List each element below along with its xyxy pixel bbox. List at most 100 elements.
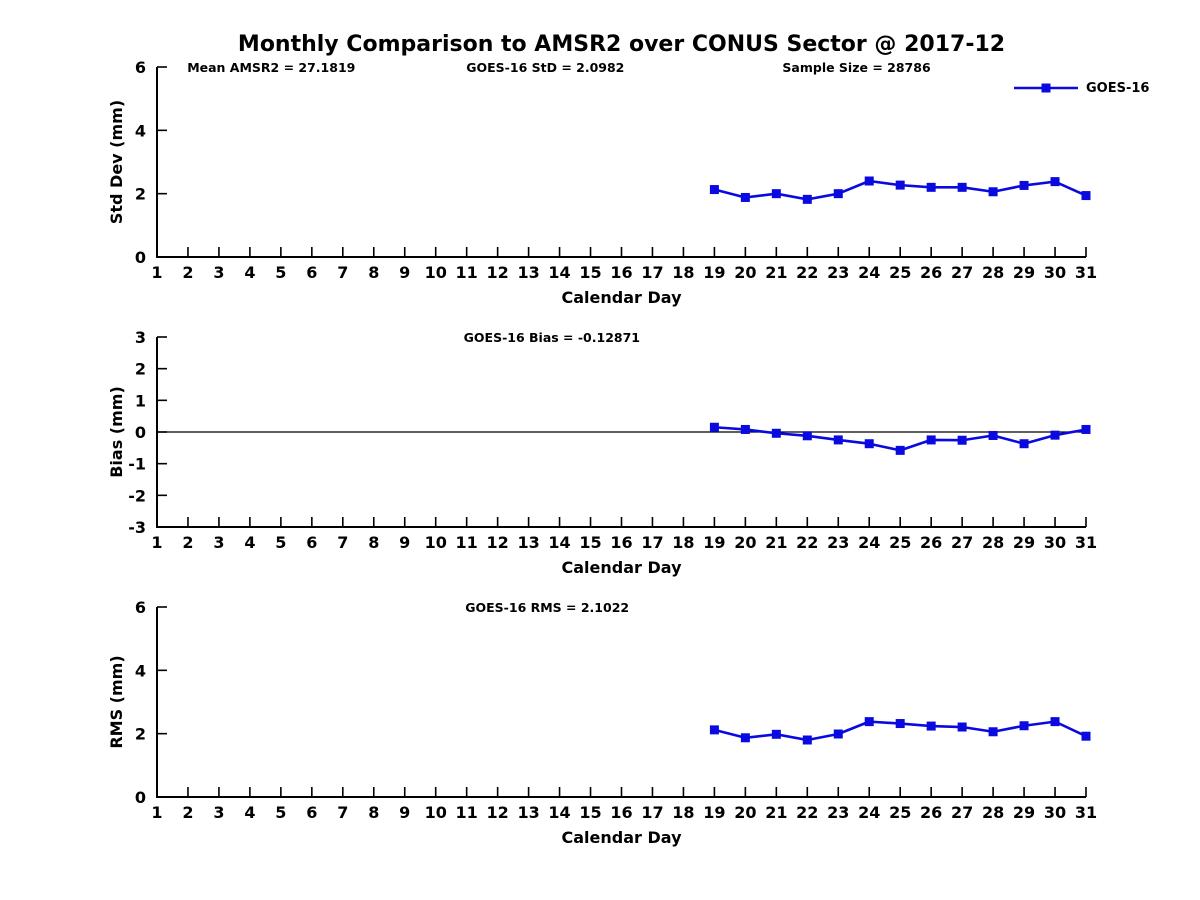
x-tick-label: 20 [734,803,756,822]
data-point [709,185,719,195]
x-tick-label: 14 [548,533,570,552]
x-tick-label: 26 [920,533,942,552]
x-tick-label: 4 [244,263,255,282]
data-point [957,722,967,732]
y-tick-label: -2 [128,486,146,505]
x-tick-label: 22 [796,533,818,552]
stddev-subplot: 1 2 3 4 5 6 7 8 9 10 11 12 13 14 15 16 17 18 19 20 21 22 23 24 2… [107,58,1097,307]
x-tick-label: 9 [399,533,410,552]
data-point [988,187,998,197]
x-tick-label: 31 [1075,263,1097,282]
y-tick-label: 2 [135,185,146,204]
axis-annotation: GOES-16 RMS = 2.1022 [465,600,629,615]
x-tick-label: 3 [213,533,224,552]
x-tick-label: 24 [858,803,880,822]
data-point [895,180,905,190]
x-tick-label: 14 [548,263,570,282]
x-tick-label: 6 [306,263,317,282]
x-axis-label: Calendar Day [562,288,683,307]
x-tick-label: 8 [368,263,379,282]
data-point [895,719,905,729]
data-point [926,182,936,192]
x-tick-label: 11 [456,533,478,552]
x-axis-label: Calendar Day [562,558,683,577]
x-tick-label: 9 [399,263,410,282]
data-point [957,182,967,192]
x-tick-label: 2 [182,803,193,822]
y-tick-label: 2 [135,725,146,744]
x-tick-label: 10 [425,533,447,552]
y-tick-label: 4 [135,661,146,680]
data-point [926,721,936,731]
y-tick-label: 4 [135,121,146,140]
x-tick-label: 26 [920,263,942,282]
axis-annotation: GOES-16 StD = 2.0982 [466,60,624,75]
x-tick-label: 30 [1044,803,1066,822]
data-point [771,729,781,739]
x-tick-label: 27 [951,263,973,282]
x-tick-label: 12 [487,803,509,822]
axis-annotation: GOES-16 Bias = -0.12871 [464,330,640,345]
legend: GOES-16 [1013,78,1149,98]
y-axis-label: Std Dev (mm) [107,100,126,224]
x-tick-label: 1 [151,533,162,552]
x-tick-label: 20 [734,263,756,282]
y-tick-label: 1 [135,391,146,410]
data-point [1081,424,1091,434]
y-tick-label: 2 [135,360,146,379]
y-tick-label: 6 [135,58,146,77]
x-tick-label: 25 [889,803,911,822]
axis-annotation: Mean AMSR2 = 27.1819 [187,60,355,75]
x-tick-label: 19 [703,263,725,282]
x-tick-label: 16 [610,263,632,282]
data-point [802,194,812,204]
bias-subplot: 1 2 3 4 5 6 7 8 9 10 11 12 13 14 15 16 17 18 19 20 21 22 23 24 2… [107,328,1097,577]
x-axis-label: Calendar Day [562,828,683,847]
x-tick-label: 29 [1013,263,1035,282]
x-tick-label: 29 [1013,803,1035,822]
data-point [740,733,750,743]
axis-spines [156,607,1086,798]
y-axis-label: RMS (mm) [107,655,126,748]
x-tick-label: 21 [765,803,787,822]
data-point [833,729,843,739]
x-tick-label: 23 [827,803,849,822]
x-tick-label: 22 [796,263,818,282]
x-tick-label: 6 [306,803,317,822]
data-point [740,424,750,434]
data-point [864,176,874,186]
chart-title: Monthly Comparison to AMSR2 over CONUS S… [237,32,1006,57]
x-tick-label: 10 [425,803,447,822]
x-tick-label: 28 [982,803,1004,822]
x-tick-label: 23 [827,533,849,552]
rms-subplot: 1 2 3 4 5 6 7 8 9 10 11 12 13 14 15 16 17 18 19 20 21 22 23 24 2… [107,598,1097,847]
y-tick-label: 0 [135,423,146,442]
x-tick-label: 7 [337,263,348,282]
x-tick-label: 16 [610,533,632,552]
y-tick-label: 0 [135,788,146,807]
data-point [864,439,874,449]
x-tick-label: 2 [182,533,193,552]
x-tick-label: 18 [672,263,694,282]
data-point [988,727,998,737]
x-tick-label: 11 [456,263,478,282]
data-point [709,422,719,432]
x-tick-label: 27 [951,803,973,822]
x-tick-label: 25 [889,533,911,552]
data-point [864,717,874,727]
x-tick-label: 31 [1075,533,1097,552]
x-tick-label: 18 [672,533,694,552]
x-tick-label: 8 [368,533,379,552]
x-tick-label: 24 [858,533,880,552]
x-tick-label: 28 [982,263,1004,282]
x-tick-label: 29 [1013,533,1035,552]
x-tick-label: 15 [579,533,601,552]
x-tick-label: 3 [213,263,224,282]
data-point [1019,439,1029,449]
y-tick-label: 0 [135,248,146,267]
data-point [957,435,967,445]
x-tick-label: 13 [517,533,539,552]
y-tick-label: -3 [128,518,146,537]
data-point [740,192,750,202]
